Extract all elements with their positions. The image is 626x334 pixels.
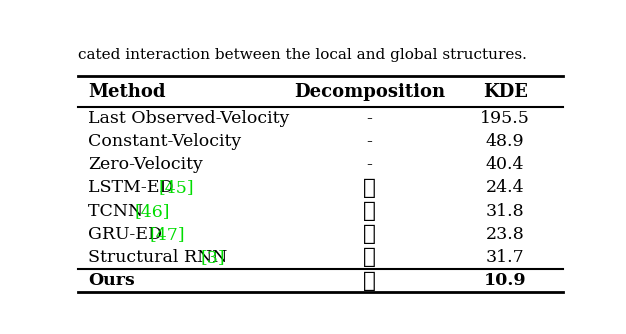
Text: ✗: ✗ <box>363 246 376 269</box>
Text: ✗: ✗ <box>363 177 376 199</box>
Text: LSTM-ED: LSTM-ED <box>88 179 179 196</box>
Text: -: - <box>366 110 372 127</box>
Text: 195.5: 195.5 <box>480 110 530 127</box>
Text: 40.4: 40.4 <box>486 156 525 173</box>
Text: 31.7: 31.7 <box>486 249 525 266</box>
Text: ✓: ✓ <box>363 270 376 292</box>
Text: Constant-Velocity: Constant-Velocity <box>88 133 241 150</box>
Text: Method: Method <box>88 82 165 101</box>
Text: 24.4: 24.4 <box>486 179 525 196</box>
Text: ✗: ✗ <box>363 223 376 245</box>
Text: 10.9: 10.9 <box>484 272 526 289</box>
Text: [45]: [45] <box>158 179 194 196</box>
Text: GRU-ED: GRU-ED <box>88 226 167 243</box>
Text: cated interaction between the local and global structures.: cated interaction between the local and … <box>78 48 527 62</box>
Text: TCNN: TCNN <box>88 203 148 219</box>
Text: -: - <box>366 133 372 150</box>
Text: KDE: KDE <box>483 82 528 101</box>
Text: 31.8: 31.8 <box>486 203 525 219</box>
Text: Zero-Velocity: Zero-Velocity <box>88 156 203 173</box>
Text: Ours: Ours <box>88 272 135 289</box>
Text: 23.8: 23.8 <box>486 226 525 243</box>
Text: [46]: [46] <box>135 203 170 219</box>
Text: 48.9: 48.9 <box>486 133 525 150</box>
Text: -: - <box>366 156 372 173</box>
Text: Structural RNN: Structural RNN <box>88 249 233 266</box>
Text: Last Observed-Velocity: Last Observed-Velocity <box>88 110 289 127</box>
Text: ✗: ✗ <box>363 200 376 222</box>
Text: [47]: [47] <box>150 226 185 243</box>
Text: Decomposition: Decomposition <box>294 82 445 101</box>
Text: [3]: [3] <box>200 249 225 266</box>
